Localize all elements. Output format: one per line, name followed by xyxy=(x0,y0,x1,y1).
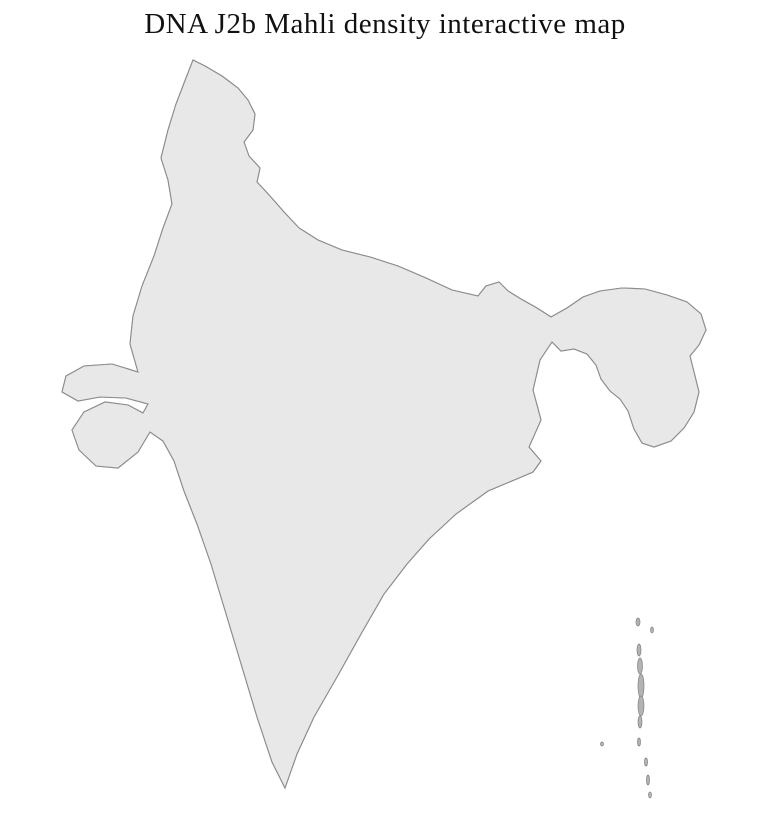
india-outline-stroke xyxy=(61,59,707,789)
andaman-nicobar-islands xyxy=(600,617,654,799)
page-title: DNA J2b Mahli density interactive map xyxy=(144,8,626,40)
district-polygon[interactable] xyxy=(441,523,485,559)
